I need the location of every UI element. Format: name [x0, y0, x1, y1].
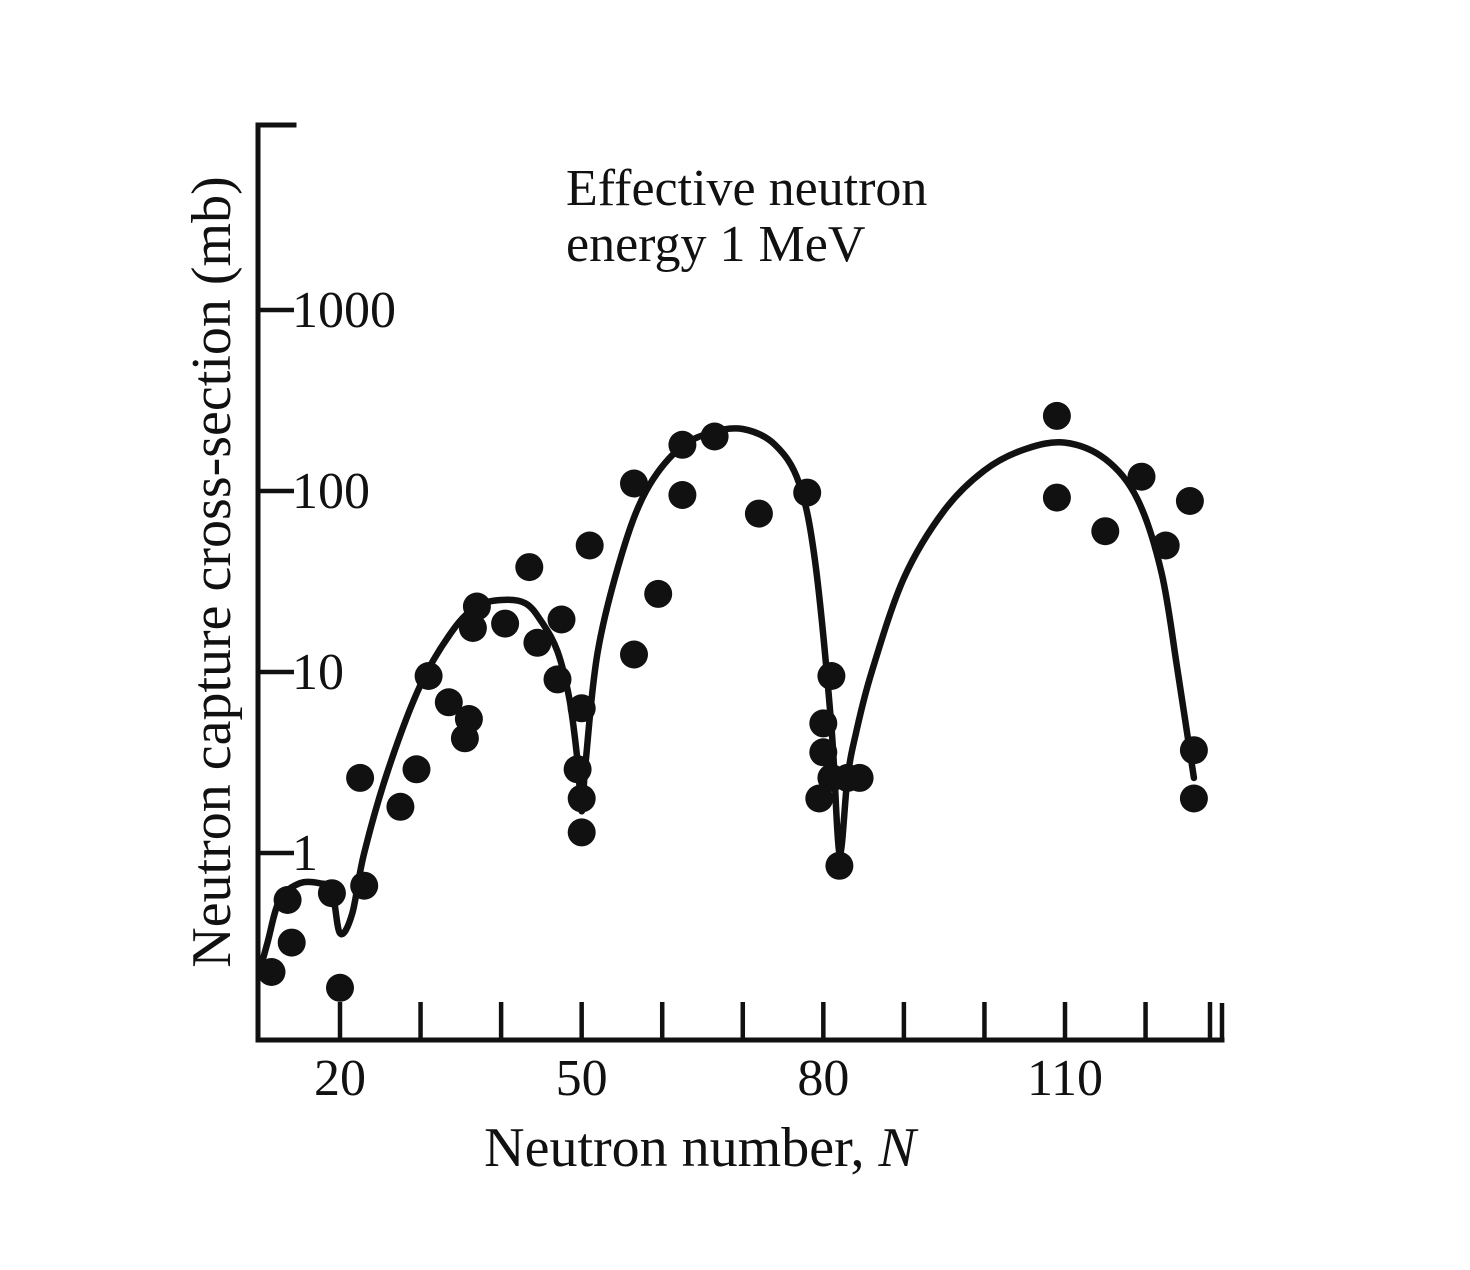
- data-point: [668, 430, 697, 459]
- data-point: [620, 469, 648, 498]
- annotation-line-2: energy 1 MeV: [566, 216, 865, 273]
- y-tick-label: 100: [292, 463, 370, 520]
- data-point: [326, 973, 354, 1002]
- data-point: [462, 592, 491, 621]
- y-axis-line: [255, 122, 297, 1043]
- x-axis-title-text: Neutron number,: [484, 1117, 878, 1179]
- data-point: [346, 763, 375, 792]
- data-point: [523, 628, 552, 657]
- x-tick-label: 110: [1027, 1050, 1103, 1107]
- data-point: [1179, 784, 1208, 813]
- x-axis-title-variable: N: [877, 1117, 918, 1179]
- data-point: [567, 784, 596, 813]
- y-tick-label: 1000: [292, 282, 396, 339]
- x-axis-title: Neutron number, N: [484, 1117, 918, 1179]
- x-tick-label: 50: [556, 1050, 608, 1107]
- y-axis-title: Neutron capture cross-section (mb): [181, 176, 243, 968]
- x-tick-label: 80: [797, 1050, 849, 1107]
- data-point: [1127, 462, 1156, 491]
- data-point: [809, 738, 838, 767]
- y-tick-label: 10: [292, 644, 344, 701]
- data-point: [273, 886, 302, 914]
- data-point: [414, 662, 443, 690]
- data-point: [491, 609, 520, 638]
- data-point: [317, 879, 346, 908]
- data-point: [575, 531, 604, 560]
- data-point: [809, 709, 838, 738]
- data-point: [257, 958, 286, 986]
- data-point: [744, 499, 773, 528]
- data-point: [563, 755, 592, 784]
- data-point: [805, 784, 834, 813]
- fit-curve-layer: [256, 425, 1198, 976]
- data-points: [257, 401, 1208, 1002]
- data-point: [543, 665, 572, 694]
- y-ticks: 1 10 100 1000: [258, 282, 396, 882]
- data-point: [644, 579, 673, 608]
- y-tick-label: 1: [292, 825, 318, 882]
- data-point: [567, 694, 596, 723]
- data-point: [668, 481, 697, 509]
- data-point: [515, 553, 544, 582]
- data-point: [700, 422, 729, 451]
- data-point: [567, 818, 596, 847]
- data-point: [817, 662, 846, 690]
- x-tick-label: 20: [314, 1050, 366, 1107]
- annotation-line-1: Effective neutron: [566, 160, 927, 217]
- data-point: [434, 688, 463, 717]
- fit-curve: [256, 425, 1198, 976]
- data-point: [386, 792, 415, 821]
- data-point: [277, 928, 306, 957]
- data-point: [1175, 487, 1204, 515]
- data-point: [350, 871, 379, 900]
- data-point: [620, 640, 648, 669]
- data-point: [1091, 517, 1120, 546]
- data-point: [793, 478, 822, 507]
- data-point: [402, 755, 431, 784]
- data-point: [1151, 531, 1180, 560]
- data-point: [547, 605, 576, 634]
- x-ticks: 20 50 80 110: [314, 1002, 1213, 1107]
- data-point: [458, 614, 487, 642]
- data-point: [1179, 736, 1208, 765]
- data-point: [1042, 401, 1071, 430]
- data-point: [454, 705, 483, 733]
- data-point: [1042, 483, 1071, 512]
- data-point: [825, 851, 854, 880]
- data-point: [845, 763, 874, 792]
